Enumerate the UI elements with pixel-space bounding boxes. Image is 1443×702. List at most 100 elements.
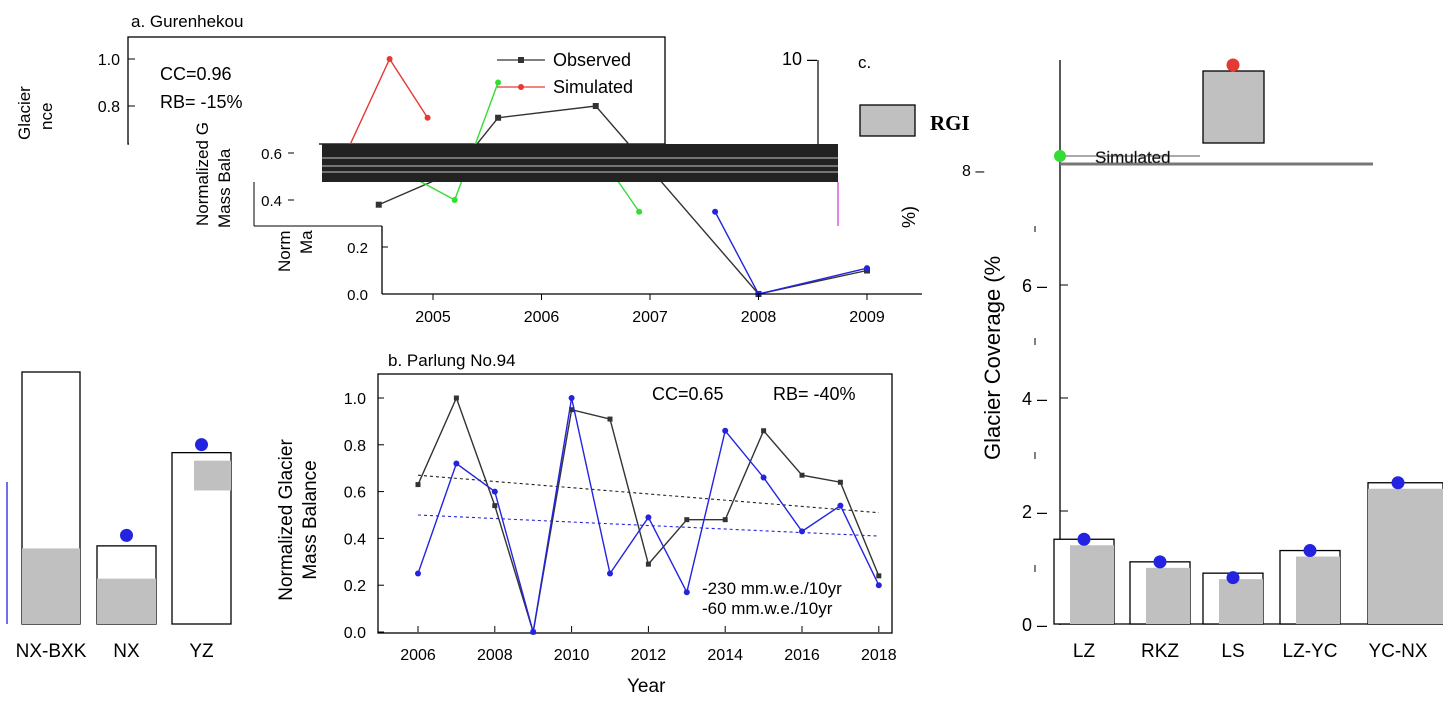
panel-c: 0 – 2 – 4 – 6 – LZ RKZ LS LZ-YC YC-NX c. Glacie… (782, 49, 1443, 662)
panel-b-point-obs-0 (415, 482, 421, 488)
legend-observed-marker (518, 57, 524, 63)
panel-a-ytick-label-low-1: 0.4 (261, 193, 282, 210)
panel-a-xtick-label-1: 2006 (524, 309, 560, 326)
panel-a-point-obs-2 (495, 114, 502, 121)
legend-observed-label: Observed (553, 50, 631, 70)
panel-a-xtick-label-4: 2009 (849, 309, 885, 326)
panel-a-point-sim-3-1 (636, 208, 643, 215)
panel-b-point-obs-4 (569, 407, 575, 413)
panel-a-ylabel-frag-5: Norm (275, 230, 294, 272)
panel-a-rb: RB= -15% (160, 92, 243, 112)
panel-c-left-sim-1 (120, 528, 133, 542)
panel-b-ylabel-1: Normalized Glacier (276, 439, 297, 601)
panel-b-point-obs-12 (876, 573, 882, 579)
panel-b-trend-observed: -230 mm.w.e./10yr (702, 579, 842, 598)
panel-c-ytick-label-3: 6 – (1022, 276, 1047, 296)
panel-c-title: c. (858, 53, 871, 72)
panel-b-cc: CC=0.65 (652, 384, 724, 404)
panel-b-point-obs-8 (722, 517, 728, 523)
panel-b-ytick-label-4: 0.8 (344, 438, 366, 455)
panel-b-point-sim-5 (607, 570, 613, 577)
legend-rgi-swatch (859, 104, 916, 137)
panel-a-series-2 (389, 82, 499, 202)
panel-b-frame (377, 373, 893, 634)
panel-b-title: b. Parlung No.94 (388, 351, 516, 370)
panel-c-bar-fill-0 (1070, 545, 1114, 624)
panel-c-tick-10: 10 – (782, 49, 817, 69)
panel-c-bar-fill-4 (1368, 488, 1443, 624)
panel-a-point-sim-2-2 (495, 79, 502, 86)
panel-b-ytick-label-1: 0.2 (344, 578, 366, 595)
panel-a-xtick-label-2: 2007 (632, 309, 668, 326)
panel-b: b. Parlung No.94 0.0 0.2 0.4 0.6 0.8 1.0 2006 2… (276, 351, 897, 697)
legend-simulated-marker (1054, 150, 1066, 162)
panel-c-left-fill-0 (22, 548, 80, 624)
panel-a-dark-band (322, 144, 838, 182)
panel-c-left-label-2: YZ (189, 641, 214, 662)
panel-a-y-ticks-top: 1.0 0.8 (98, 52, 135, 116)
panel-c-xtick-label-2: LS (1221, 641, 1244, 662)
panel-b-ytick-label-2: 0.4 (344, 531, 366, 548)
panel-a-x-ticks: 2005 2006 2007 2008 2009 (415, 294, 885, 326)
panel-b-ticks: 0.0 0.2 0.4 0.6 0.8 1.0 2006 2008 2010 2012 2014 20… (344, 391, 897, 664)
panel-c-sim-marker-3 (1303, 544, 1317, 558)
panel-b-point-sim-1 (453, 460, 460, 467)
panel-c-sim-marker-1 (1153, 555, 1167, 569)
panel-c-ylabel-fragment: %) (899, 206, 919, 228)
panel-c-sim-marker-0 (1077, 532, 1091, 546)
panel-c-bar-fill-3 (1296, 556, 1340, 624)
panel-b-point-sim-9 (760, 474, 767, 481)
panel-c-xtick-label-3: LZ-YC (1283, 641, 1338, 662)
panel-a: a. Gurenhekou 1.0 0.8 CC=0.96 RB= -15% Ob… (15, 12, 922, 326)
panel-c-bar-fill-2 (1219, 579, 1263, 624)
panel-b-point-obs-7 (684, 517, 690, 523)
panel-b-trend-0 (417, 474, 879, 514)
panel-a-point-sim-4-2 (864, 265, 870, 272)
legend-simulated-label: Simulated (1095, 148, 1171, 167)
panel-c-left-label-1: NX (113, 641, 140, 662)
panel-b-point-sim-2 (491, 488, 498, 495)
panel-c-ytick-label-2: 4 – (1022, 389, 1047, 409)
panel-b-point-sim-11 (837, 502, 844, 509)
panel-c-left-bars: NX-BXK NX YZ (6, 371, 232, 662)
panel-a-point-sim-1-1 (386, 56, 393, 62)
panel-b-point-sim-4 (568, 395, 575, 401)
panel-a-ytick-label-low-0: 0.6 (261, 146, 282, 163)
panel-b-xtick-label-6: 2018 (861, 647, 897, 664)
panel-b-xtick-label-5: 2016 (784, 647, 820, 664)
panel-b-point-obs-5 (607, 416, 613, 422)
panel-b-point-sim-3 (530, 629, 537, 635)
panel-b-point-sim-12 (875, 582, 882, 589)
panel-b-xtick-label-3: 2012 (631, 647, 667, 664)
panel-a-ytick-label-low-3: 0.0 (347, 287, 368, 304)
panel-b-point-obs-1 (453, 395, 459, 401)
panel-c-xtick-label-1: RKZ (1141, 641, 1179, 662)
panel-a-point-sim-4-0 (712, 208, 719, 215)
panel-a-ytick-label-top-0: 1.0 (98, 52, 120, 69)
panel-c-left-sim-2 (195, 438, 208, 452)
panel-b-ytick-label-3: 0.6 (344, 485, 366, 502)
panel-b-point-sim-7 (683, 589, 690, 596)
panel-b-point-sim-0 (415, 570, 421, 577)
legend-simulated-a-label: Simulated (553, 77, 633, 97)
panel-c-sim-marker-2 (1226, 571, 1240, 585)
panel-c-ytick-label-0: 0 – (1022, 615, 1047, 635)
panel-c-ylabel: Glacier Coverage (% (980, 256, 1005, 460)
panel-c-left-fill-2 (194, 460, 231, 491)
panel-b-xlabel: Year (627, 676, 666, 697)
panel-a-title: a. Gurenhekou (131, 12, 243, 31)
panel-a-point-obs-0 (375, 201, 382, 208)
panel-a-xtick-label-0: 2005 (415, 309, 451, 326)
panel-c-left-fill-1 (97, 578, 156, 624)
panel-c-sim-marker-4 (1391, 476, 1405, 490)
panel-b-point-sim-6 (645, 514, 652, 521)
panel-b-trend-simulated: -60 mm.w.e./10yr (702, 599, 833, 618)
panel-b-point-obs-2 (492, 503, 498, 509)
panel-b-point-sim-10 (799, 528, 805, 535)
panel-a-mask (129, 142, 319, 146)
panel-b-point-sim-8 (722, 427, 729, 434)
panel-c-partial-sim-marker (1226, 58, 1240, 72)
panel-a-point-sim-2-1 (451, 197, 458, 203)
panel-c-partial-bar (1202, 70, 1265, 144)
